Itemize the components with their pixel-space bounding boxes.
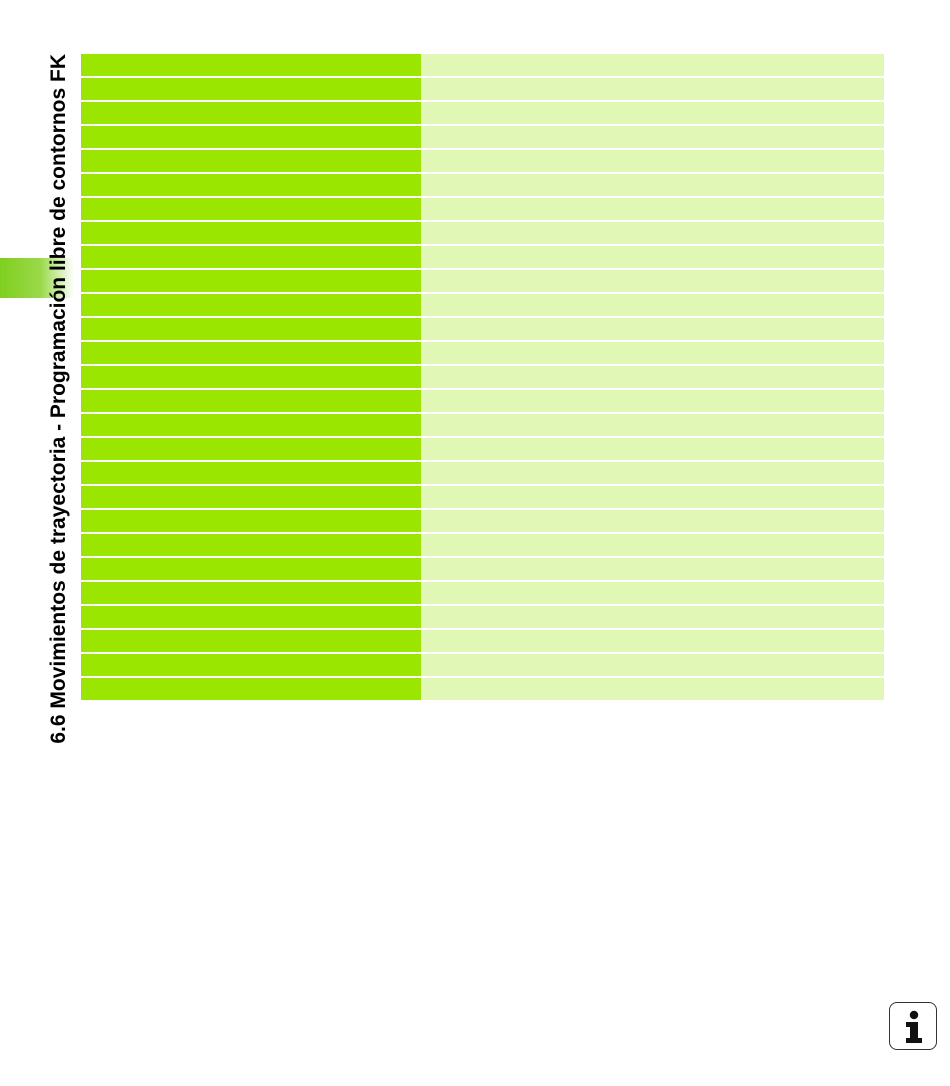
table-cell-left: [81, 438, 421, 460]
table-cell-left: [81, 222, 421, 244]
table-cell-right: [421, 150, 884, 172]
table-row: [81, 150, 884, 172]
section-tab-marker: [0, 258, 74, 298]
table-cell-right: [421, 54, 884, 76]
table-row: [81, 342, 884, 364]
table-cell-right: [421, 246, 884, 268]
table-cell-right: [421, 78, 884, 100]
table-cell-right: [421, 606, 884, 628]
table-cell-right: [421, 630, 884, 652]
info-icon: [889, 1002, 937, 1050]
table-cell-right: [421, 174, 884, 196]
page-section-title: 6.6 Movimientos de trayectoria - Program…: [47, 54, 70, 744]
table-cell-left: [81, 150, 421, 172]
table-row: [81, 246, 884, 268]
table-cell-right: [421, 390, 884, 412]
table-row: [81, 78, 884, 100]
table-cell-left: [81, 102, 421, 124]
table-row: [81, 54, 884, 76]
table-row: [81, 270, 884, 292]
table-cell-left: [81, 678, 421, 700]
table-cell-right: [421, 654, 884, 676]
table-cell-left: [81, 78, 421, 100]
table-cell-right: [421, 462, 884, 484]
table-cell-left: [81, 630, 421, 652]
table-row: [81, 366, 884, 388]
table-row: [81, 126, 884, 148]
table-cell-left: [81, 486, 421, 508]
table-row: [81, 318, 884, 340]
table-cell-right: [421, 582, 884, 604]
table-cell-right: [421, 510, 884, 532]
table-cell-right: [421, 342, 884, 364]
table-row: [81, 390, 884, 412]
table-cell-left: [81, 510, 421, 532]
table-cell-right: [421, 102, 884, 124]
table-row: [81, 582, 884, 604]
table-row: [81, 174, 884, 196]
table-cell-left: [81, 654, 421, 676]
table-cell-left: [81, 54, 421, 76]
table-row: [81, 198, 884, 220]
table-cell-left: [81, 366, 421, 388]
table-row: [81, 654, 884, 676]
table-cell-right: [421, 414, 884, 436]
table-row: [81, 678, 884, 700]
table-cell-left: [81, 390, 421, 412]
table-cell-right: [421, 126, 884, 148]
table-row: [81, 294, 884, 316]
table-cell-left: [81, 270, 421, 292]
table-cell-right: [421, 318, 884, 340]
table-cell-right: [421, 678, 884, 700]
table-row: [81, 630, 884, 652]
table-cell-left: [81, 534, 421, 556]
table-cell-right: [421, 366, 884, 388]
table-cell-left: [81, 294, 421, 316]
table-cell-left: [81, 198, 421, 220]
table-cell-right: [421, 222, 884, 244]
table-row: [81, 534, 884, 556]
table-row: [81, 222, 884, 244]
table-row: [81, 606, 884, 628]
table-cell-left: [81, 318, 421, 340]
table-cell-right: [421, 198, 884, 220]
table-cell-left: [81, 462, 421, 484]
table-cell-left: [81, 582, 421, 604]
table-row: [81, 510, 884, 532]
table-cell-right: [421, 294, 884, 316]
table-row: [81, 414, 884, 436]
table-cell-right: [421, 486, 884, 508]
table-cell-left: [81, 126, 421, 148]
table-cell-left: [81, 414, 421, 436]
table-cell-left: [81, 558, 421, 580]
table-cell-right: [421, 534, 884, 556]
table-cell-right: [421, 270, 884, 292]
info-icon-glyph: [906, 1010, 922, 1043]
table-cell-left: [81, 174, 421, 196]
table-row: [81, 462, 884, 484]
table-row: [81, 102, 884, 124]
table-row: [81, 438, 884, 460]
table-cell-right: [421, 558, 884, 580]
table-cell-right: [421, 438, 884, 460]
table-row: [81, 558, 884, 580]
table-row: [81, 486, 884, 508]
table-cell-left: [81, 342, 421, 364]
table-cell-left: [81, 606, 421, 628]
content-table: [81, 54, 884, 702]
table-cell-left: [81, 246, 421, 268]
